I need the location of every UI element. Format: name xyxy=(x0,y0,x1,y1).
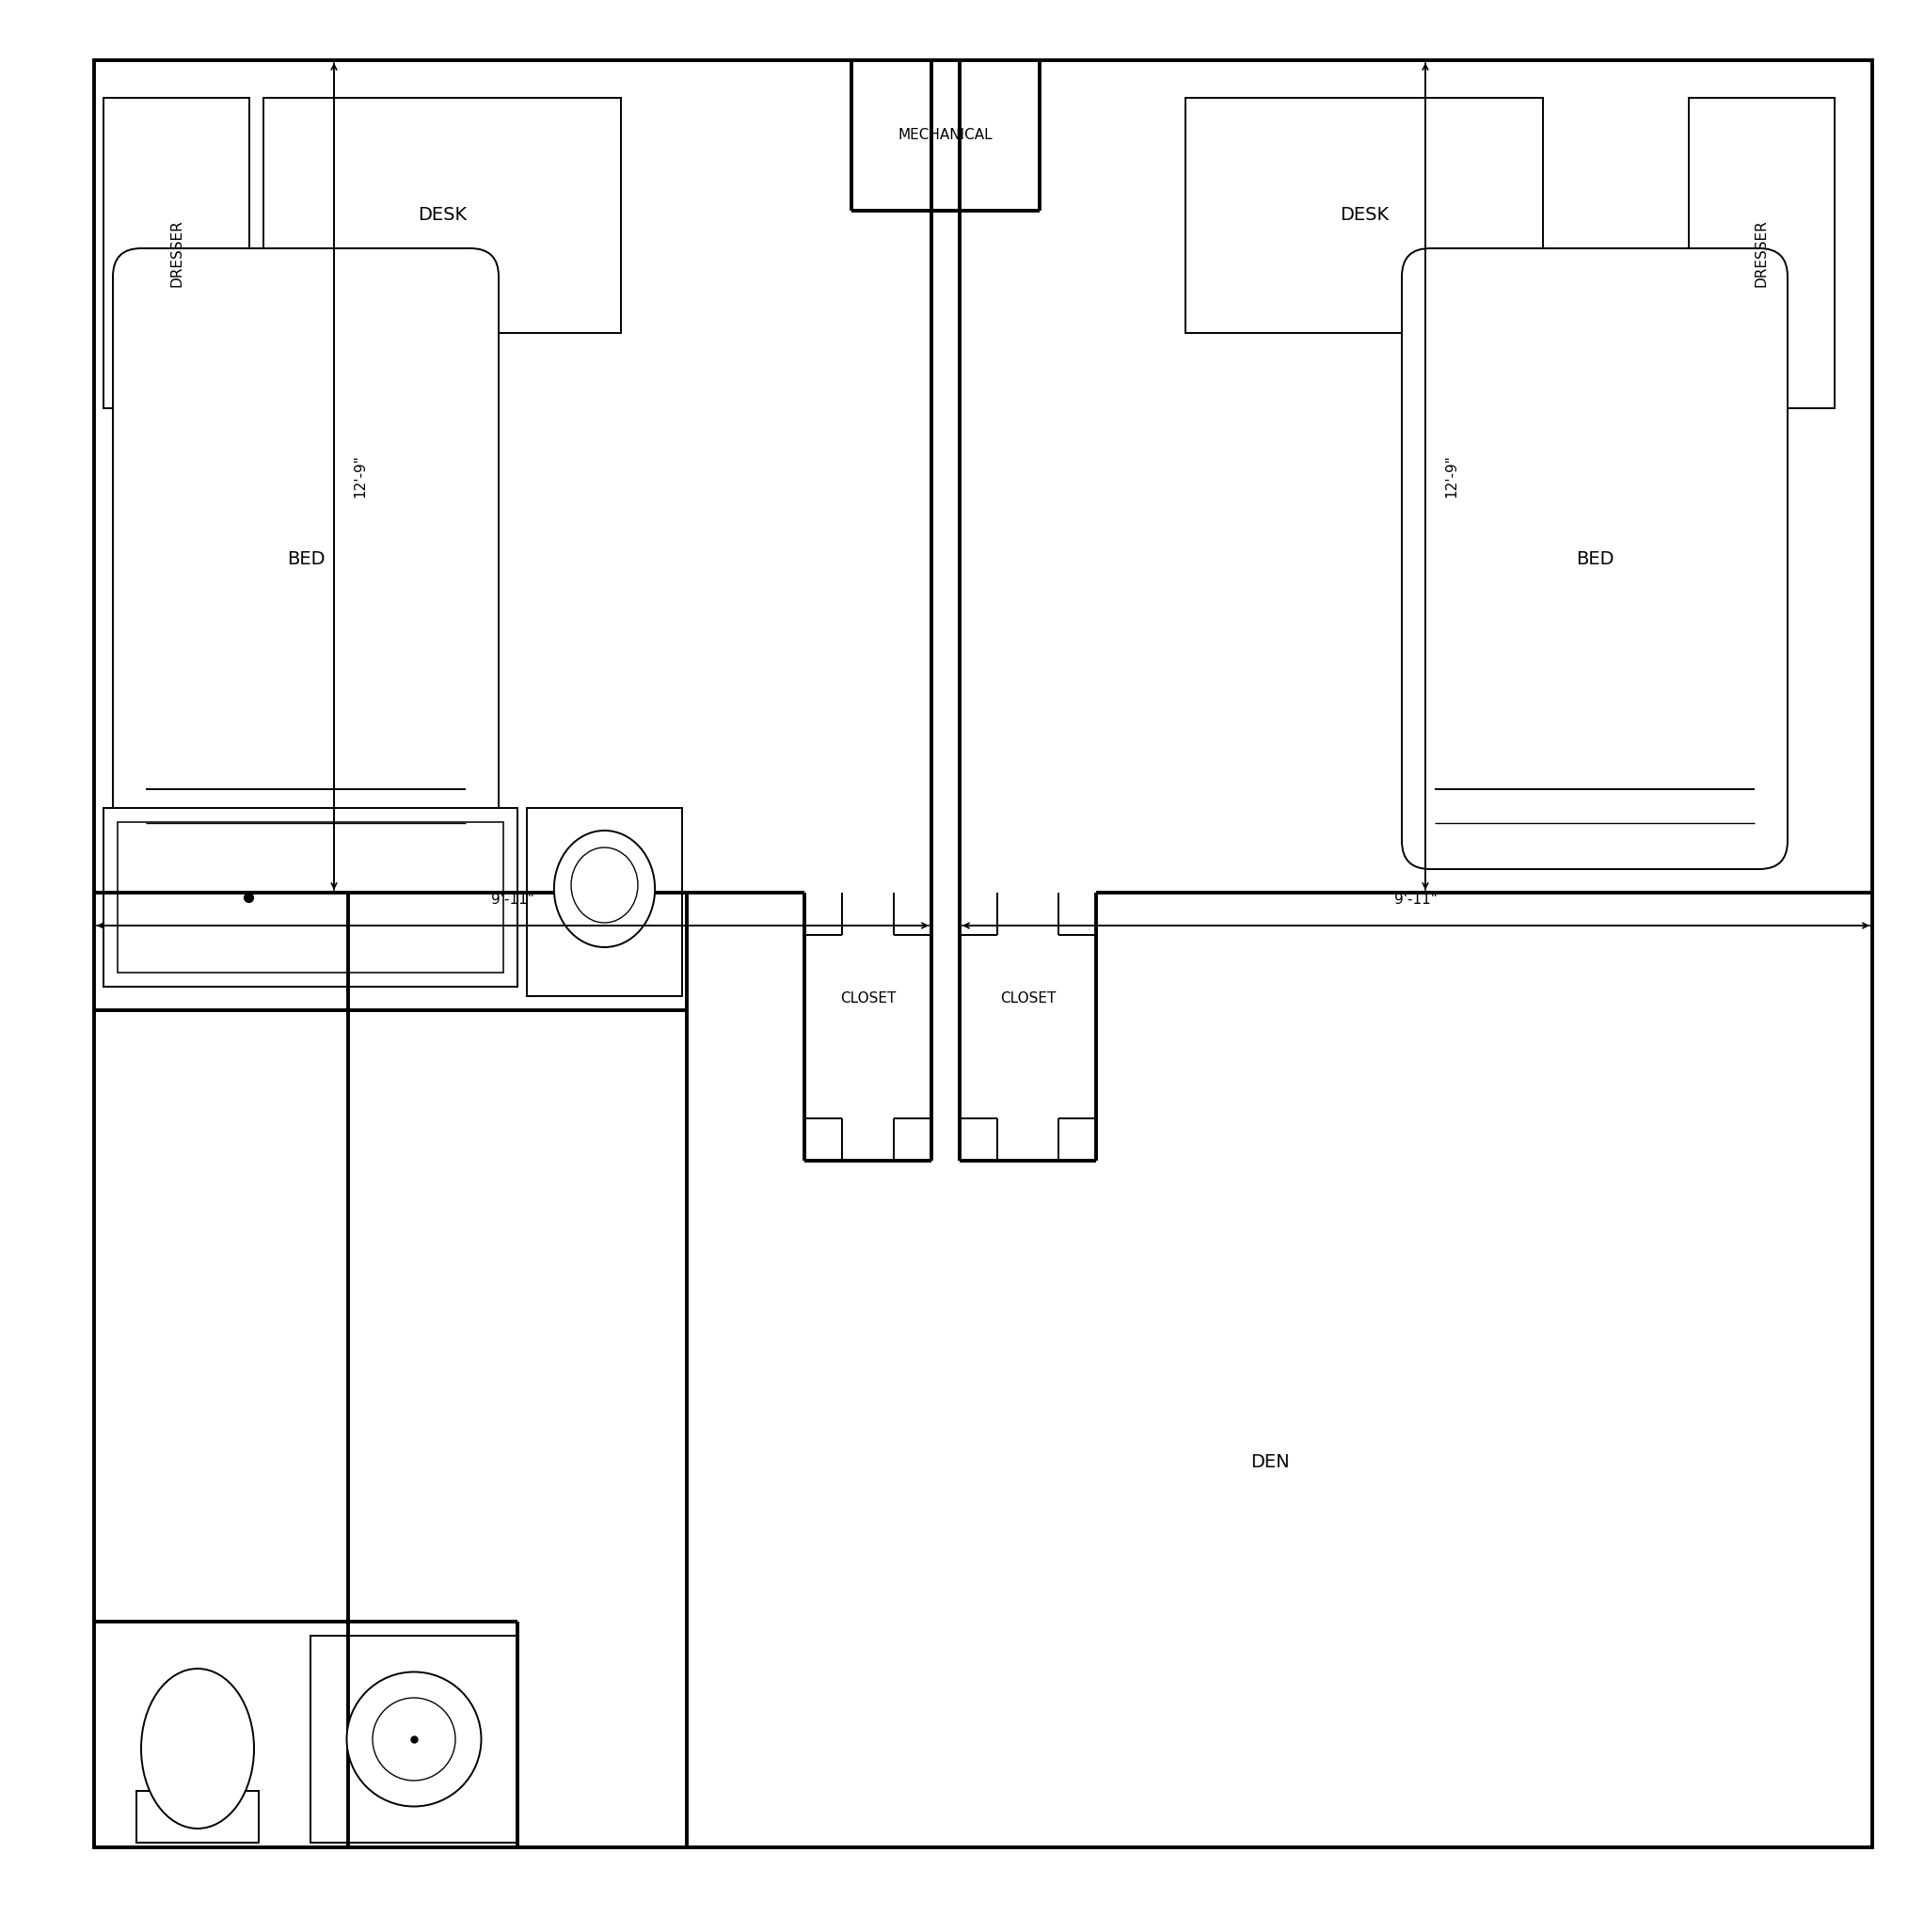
Text: 12'-9": 12'-9" xyxy=(1445,454,1458,498)
Bar xyxy=(310,1636,518,1843)
Text: 12'-9": 12'-9" xyxy=(352,454,367,498)
Text: BED: BED xyxy=(1576,551,1614,568)
Bar xyxy=(1689,99,1835,408)
FancyBboxPatch shape xyxy=(1403,249,1787,869)
Text: DEN: DEN xyxy=(1251,1453,1289,1470)
Text: DRESSER: DRESSER xyxy=(1755,218,1768,286)
Text: MECHANICAL: MECHANICAL xyxy=(899,128,993,143)
Bar xyxy=(264,99,621,332)
Ellipse shape xyxy=(554,831,654,947)
Text: DRESSER: DRESSER xyxy=(169,218,183,286)
Bar xyxy=(104,99,250,408)
Text: 9'-11": 9'-11" xyxy=(1395,893,1437,906)
Bar xyxy=(117,823,504,972)
Text: DESK: DESK xyxy=(418,207,468,224)
Text: 9'-11": 9'-11" xyxy=(491,893,535,906)
Text: BED: BED xyxy=(287,551,325,568)
Ellipse shape xyxy=(346,1671,481,1806)
Bar xyxy=(527,808,683,997)
Text: CLOSET: CLOSET xyxy=(1000,991,1056,1005)
Ellipse shape xyxy=(571,848,639,923)
Ellipse shape xyxy=(373,1698,456,1781)
FancyBboxPatch shape xyxy=(114,249,498,869)
Bar xyxy=(137,1791,258,1843)
Bar xyxy=(104,808,518,987)
Text: DESK: DESK xyxy=(1339,207,1389,224)
Bar xyxy=(1185,99,1543,332)
Text: CLOSET: CLOSET xyxy=(841,991,897,1005)
Ellipse shape xyxy=(140,1669,254,1828)
